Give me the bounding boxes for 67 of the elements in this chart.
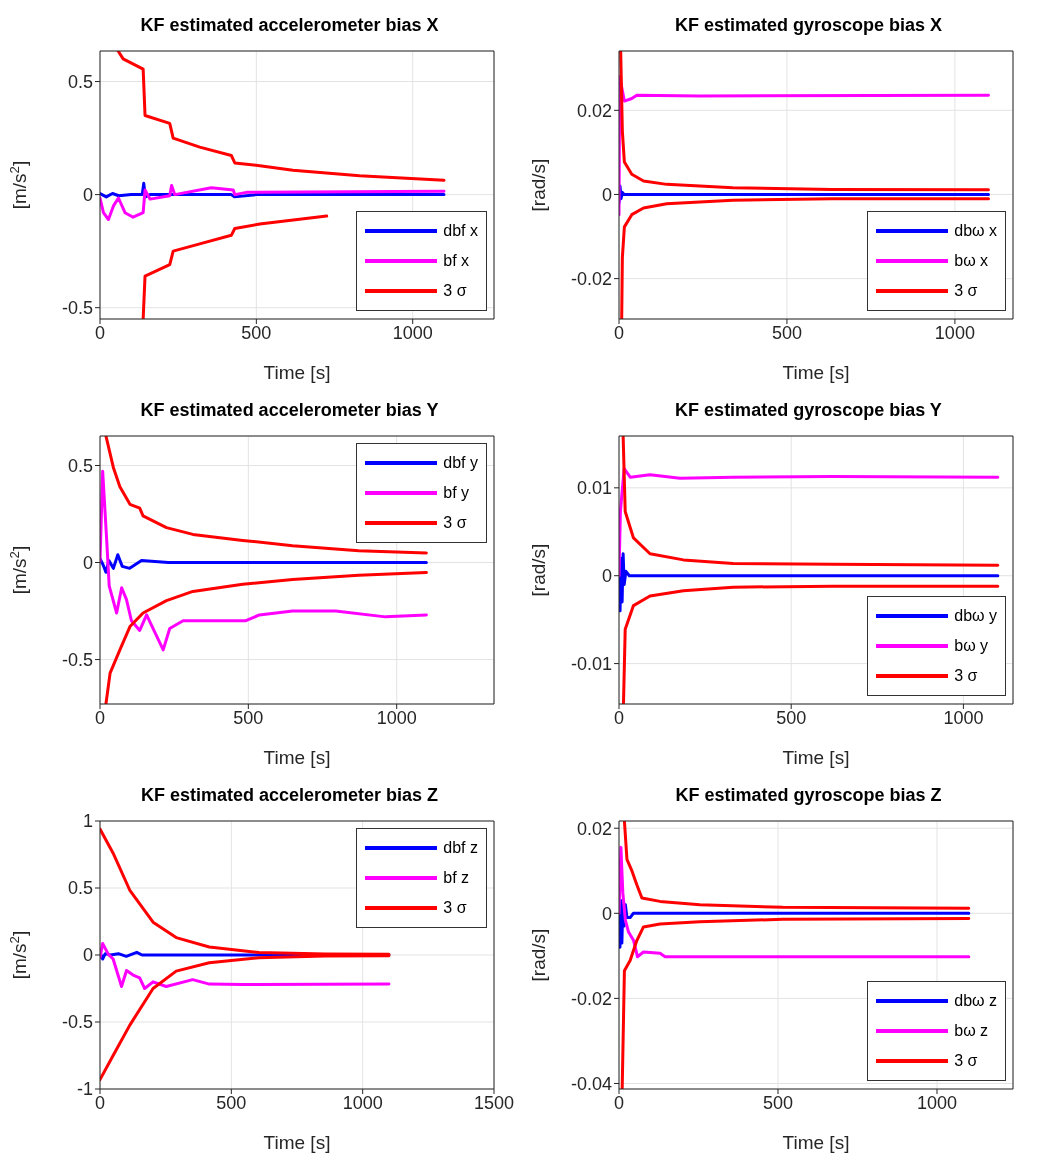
x-tick-label: 1000 (934, 322, 975, 343)
legend-label: bω y (954, 637, 989, 655)
chart-title: KF estimated accelerometer bias X (140, 15, 439, 36)
legend-label: dbf x (443, 222, 478, 240)
y-tick-label: 0.02 (576, 818, 612, 839)
y-tick-label: -0.04 (570, 1073, 612, 1094)
y-tick-label: 0 (601, 566, 612, 587)
x-axis-title: Time [s] (782, 362, 850, 383)
legend-label: 3 σ (954, 667, 978, 685)
legend-label: dbf y (443, 454, 478, 472)
x-axis-title: Time [s] (782, 1132, 850, 1153)
y-tick-label: -0.5 (61, 649, 93, 670)
legend-label: dbf z (443, 839, 478, 857)
y-tick-label: 0 (82, 185, 93, 205)
legend-label: 3 σ (443, 899, 467, 917)
y-tick-label: -0.5 (61, 1012, 93, 1033)
x-axis-title: Time [s] (263, 1132, 331, 1153)
x-axis-title: Time [s] (782, 747, 850, 768)
chart-title: KF estimated accelerometer bias Z (140, 785, 439, 806)
x-tick-label: 500 (771, 322, 802, 343)
y-tick-label: 0.01 (576, 478, 612, 499)
x-axis-title: Time [s] (263, 747, 331, 768)
y-tick-label: -0.02 (570, 269, 612, 289)
legend-label: bω z (954, 1022, 989, 1040)
legend-label: 3 σ (954, 282, 978, 300)
legend-label: bf x (443, 252, 470, 270)
y-tick-label: 0.02 (576, 100, 612, 121)
legend-label: bf z (443, 869, 470, 887)
x-tick-label: 500 (233, 707, 264, 728)
chart-title: KF estimated gyroscope bias X (674, 15, 943, 36)
y-tick-label: 0 (82, 945, 93, 966)
chart-title: KF estimated accelerometer bias Y (140, 400, 439, 421)
y-axis-title: [rad/s] (528, 543, 549, 597)
y-tick-label: 0 (601, 903, 612, 924)
x-tick-label: 500 (776, 707, 807, 728)
x-tick-label: 500 (216, 1092, 247, 1113)
legend-label: 3 σ (443, 514, 467, 532)
legend-label: 3 σ (954, 1052, 978, 1070)
x-tick-label: 1000 (376, 707, 417, 728)
x-tick-label: 1000 (916, 1092, 958, 1113)
x-tick-label: 1500 (473, 1092, 515, 1113)
y-tick-label: -0.5 (61, 298, 93, 319)
legend-label: dbω x (954, 222, 997, 240)
y-tick-label: 0.5 (67, 71, 93, 92)
x-axis-title: Time [s] (263, 362, 331, 383)
legend-label: bf y (443, 484, 470, 502)
y-tick-label: 0.5 (67, 878, 93, 899)
y-axis-title: [rad/s] (528, 158, 549, 212)
legend-label: dbω z (954, 992, 997, 1010)
x-tick-label: 1000 (943, 707, 984, 728)
x-tick-label: 500 (241, 322, 272, 343)
x-tick-label: 500 (762, 1092, 794, 1113)
y-tick-label: -0.02 (570, 988, 612, 1009)
y-tick-label: 0 (601, 184, 612, 205)
y-tick-label: 0 (82, 552, 93, 573)
legend-label: bω x (954, 252, 989, 270)
y-tick-label: -0.01 (570, 653, 612, 674)
y-tick-label: 1 (82, 811, 93, 832)
y-axis-title: [rad/s] (528, 928, 549, 982)
legend-label: 3 σ (443, 282, 467, 300)
x-tick-label: 1000 (392, 322, 433, 343)
legend-label: dbω y (954, 607, 997, 625)
chart-title: KF estimated gyroscope bias Y (675, 400, 942, 421)
x-tick-label: 1000 (342, 1092, 383, 1113)
chart-title: KF estimated gyroscope bias Z (675, 785, 942, 806)
y-tick-label: -1 (76, 1079, 93, 1100)
y-tick-label: 0.5 (67, 455, 93, 476)
